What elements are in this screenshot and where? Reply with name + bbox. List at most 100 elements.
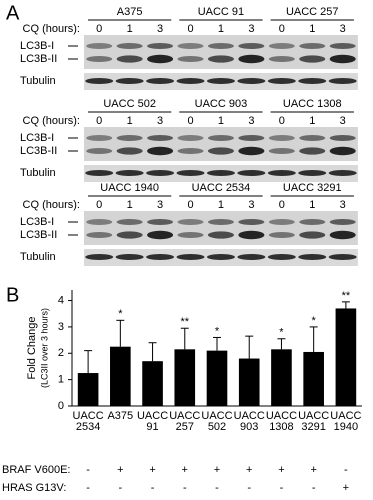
blot-band: [237, 78, 266, 84]
genotype-row-label: BRAF V600E:: [2, 464, 70, 476]
band-label: LC3B-II: [20, 145, 57, 157]
timepoint-label: 3: [340, 23, 346, 35]
genotype-sign: -: [118, 482, 122, 494]
blot-band: [207, 219, 234, 225]
blot-band: [86, 56, 113, 62]
cell-line-label: UACC 1940: [100, 182, 159, 194]
timepoint-label: 1: [218, 115, 224, 127]
cell-line-label: UACC 2534: [192, 182, 251, 194]
band-label: LC3B-I: [20, 40, 54, 52]
significance-label: **: [180, 316, 189, 328]
genotype-sign: +: [310, 464, 316, 476]
blot-band: [207, 147, 234, 155]
blot-band: [238, 146, 265, 156]
y-tick-label: 3: [58, 321, 64, 333]
blot-band: [147, 43, 174, 49]
blot-band: [299, 135, 326, 141]
blot: [84, 211, 358, 245]
blot-band: [267, 254, 296, 260]
blot-band: [268, 232, 295, 238]
blot-band: [116, 231, 143, 239]
blot-band: [238, 54, 265, 64]
blot-band: [147, 146, 174, 156]
blot-band: [85, 78, 114, 84]
band-label: LC3B-II: [20, 53, 57, 65]
blot-band: [146, 78, 175, 84]
cell-line-label: UACC 502: [103, 98, 156, 110]
cell-line-label: UACC 91: [198, 6, 244, 18]
blot-band: [207, 231, 234, 239]
y-tick-label: 0: [58, 400, 64, 412]
genotype-sign: +: [182, 464, 188, 476]
timepoint-label: 1: [309, 199, 315, 211]
bar: [303, 351, 324, 406]
blot-band: [116, 147, 143, 155]
blot: [84, 127, 358, 161]
genotype-sign: +: [117, 464, 123, 476]
blot-band: [177, 56, 204, 62]
x-tick-label: 903: [240, 421, 258, 433]
blot-band: [329, 219, 356, 225]
blot-band: [116, 135, 143, 141]
blot-band: [328, 78, 357, 84]
x-tick-label: 1308: [269, 421, 293, 433]
blot-band: [299, 231, 326, 239]
band-label: LC3B-I: [20, 132, 54, 144]
blot-band: [146, 170, 175, 176]
bar: [110, 346, 131, 406]
blot: [84, 35, 358, 69]
blot-band: [147, 54, 174, 64]
timepoint-label: 1: [127, 23, 133, 35]
blot-band: [206, 78, 235, 84]
blot-band: [115, 170, 144, 176]
x-tick-label: UACC: [137, 410, 168, 422]
blot-band: [85, 170, 114, 176]
blot-band: [116, 219, 143, 225]
x-tick-label: 91: [146, 421, 158, 433]
x-tick-label: 257: [176, 421, 194, 433]
significance-label: *: [118, 308, 123, 320]
genotype-row-label: HRAS G13V:: [2, 482, 66, 494]
genotype-sign: -: [183, 482, 187, 494]
blot-band: [176, 254, 205, 260]
blot-band: [86, 135, 113, 141]
blot-band: [86, 219, 113, 225]
timepoint-label: 3: [157, 199, 163, 211]
x-tick-label: 2534: [76, 421, 100, 433]
cq-label: CQ (hours):: [23, 23, 80, 35]
error-bar: [309, 326, 318, 352]
timepoint-label: 0: [187, 115, 193, 127]
blot-band: [328, 170, 357, 176]
blot-band: [299, 55, 326, 63]
timepoint-label: 0: [96, 115, 102, 127]
blot-band: [177, 135, 204, 141]
genotype-sign: +: [278, 464, 284, 476]
error-bar: [245, 335, 254, 359]
genotype-sign: +: [149, 464, 155, 476]
loading-label: Tubulin: [20, 167, 56, 179]
significance-label: **: [342, 290, 351, 302]
x-tick-label: UACC: [298, 410, 329, 422]
blot-band: [85, 254, 114, 260]
blot-band: [206, 254, 235, 260]
bar: [142, 361, 163, 406]
x-tick-label: UACC: [201, 410, 232, 422]
timepoint-label: 1: [309, 115, 315, 127]
blot-band: [86, 43, 113, 49]
timepoint-label: 3: [248, 23, 254, 35]
blot-band: [329, 230, 356, 240]
bar: [238, 358, 260, 406]
blot-band: [267, 170, 296, 176]
error-bar: [84, 350, 93, 374]
x-tick-label: 502: [208, 421, 226, 433]
blot-band: [207, 55, 234, 63]
timepoint-label: 0: [187, 23, 193, 35]
x-tick-label: 3291: [301, 421, 325, 433]
blot-band: [176, 170, 205, 176]
timepoint-label: 0: [279, 199, 285, 211]
blot-band: [86, 148, 113, 154]
timepoint-label: 0: [279, 115, 285, 127]
x-tick-label: UACC: [234, 410, 265, 422]
genotype-sign: -: [247, 482, 251, 494]
timepoint-label: 1: [218, 199, 224, 211]
